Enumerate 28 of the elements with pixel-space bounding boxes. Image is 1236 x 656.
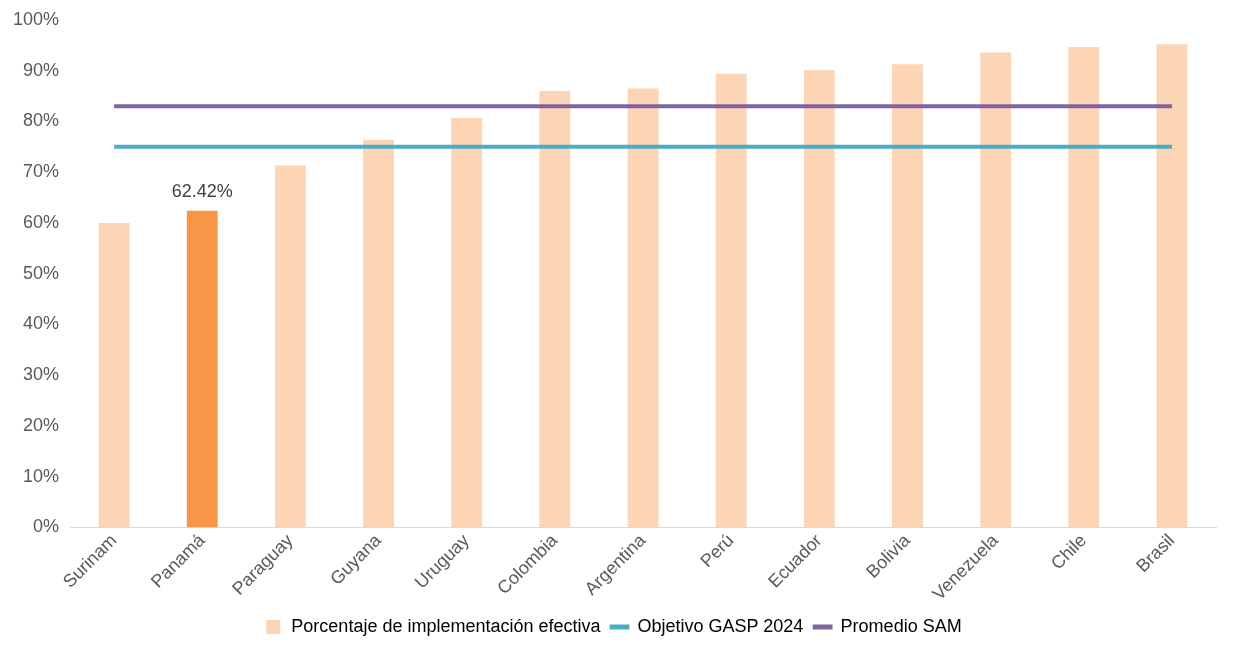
y-tick-label: 20% — [23, 414, 60, 435]
y-tick-label: 90% — [23, 59, 60, 80]
y-tick-label: 0% — [33, 516, 60, 537]
bar — [803, 70, 835, 528]
legend-label: Promedio SAM — [840, 615, 962, 636]
y-tick-label: 40% — [23, 313, 60, 334]
bar — [274, 165, 306, 528]
bar — [627, 88, 659, 528]
bar — [1156, 44, 1188, 528]
bar — [363, 139, 394, 528]
y-tick-label: 60% — [23, 211, 60, 232]
bar — [892, 64, 923, 528]
bar — [186, 210, 218, 528]
data-label: 62.42% — [171, 180, 233, 201]
y-tick-label: 10% — [23, 465, 60, 486]
legend-label: Objetivo GASP 2024 — [637, 615, 804, 636]
bar — [1068, 46, 1100, 528]
bar — [980, 52, 1012, 528]
y-tick-label: 80% — [23, 110, 60, 131]
bar — [451, 117, 483, 528]
y-tick-label: 100% — [12, 8, 60, 29]
y-tick-label: 70% — [23, 161, 60, 182]
bar — [98, 222, 130, 528]
y-tick-label: 30% — [23, 364, 60, 385]
bar — [539, 91, 571, 528]
y-tick-label: 50% — [23, 262, 60, 283]
bar — [715, 73, 747, 528]
legend-label: Porcentaje de implementación efectiva — [291, 615, 602, 636]
